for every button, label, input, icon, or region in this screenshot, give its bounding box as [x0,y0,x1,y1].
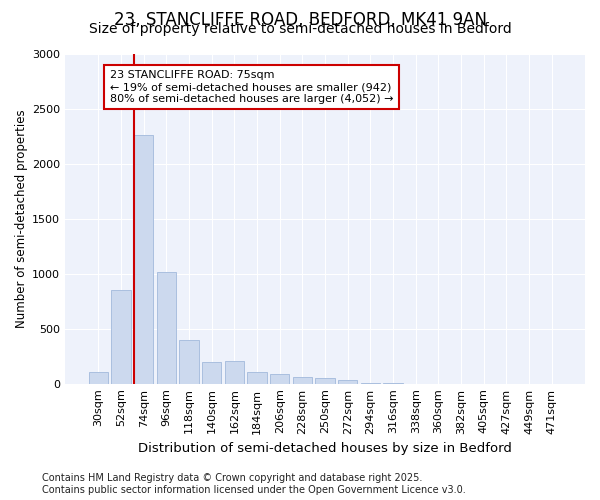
Text: Size of property relative to semi-detached houses in Bedford: Size of property relative to semi-detach… [89,22,511,36]
Bar [361,383,380,384]
X-axis label: Distribution of semi-detached houses by size in Bedford: Distribution of semi-detached houses by … [138,442,512,455]
Bar [157,272,176,384]
Bar [247,372,267,384]
Text: Contains HM Land Registry data © Crown copyright and database right 2025.
Contai: Contains HM Land Registry data © Crown c… [42,474,466,495]
Bar [89,372,108,384]
Y-axis label: Number of semi-detached properties: Number of semi-detached properties [15,110,28,328]
Bar [225,360,244,384]
Text: 23, STANCLIFFE ROAD, BEDFORD, MK41 9AN: 23, STANCLIFFE ROAD, BEDFORD, MK41 9AN [113,11,487,29]
Bar [270,374,289,384]
Text: 23 STANCLIFFE ROAD: 75sqm
← 19% of semi-detached houses are smaller (942)
80% of: 23 STANCLIFFE ROAD: 75sqm ← 19% of semi-… [110,70,393,104]
Bar [293,377,312,384]
Bar [112,290,131,384]
Bar [202,362,221,384]
Bar [179,340,199,384]
Bar [316,378,335,384]
Bar [338,380,358,384]
Bar [134,136,154,384]
